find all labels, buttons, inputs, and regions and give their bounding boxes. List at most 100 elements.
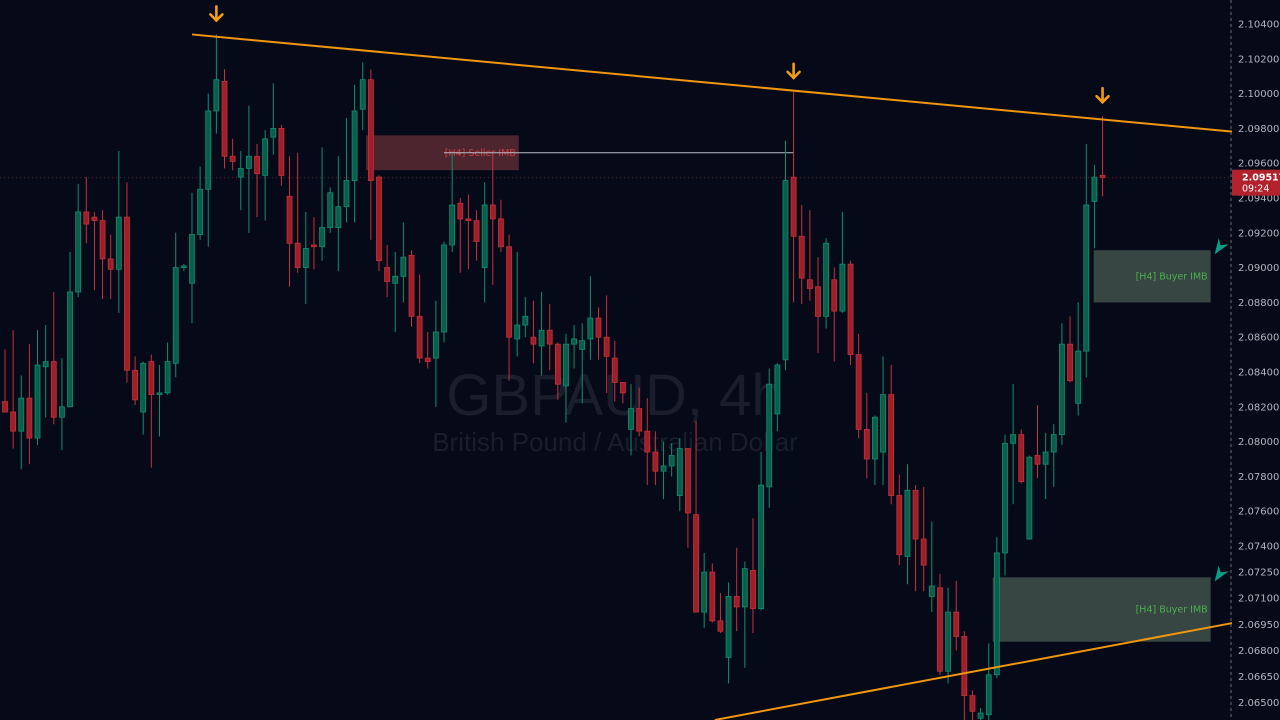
candle-body [758,484,764,610]
trendline[interactable] [714,621,1236,720]
candle-body [652,451,659,472]
candle [1075,302,1082,416]
candle-body [896,495,903,556]
candle-body [278,127,285,176]
candle [449,152,456,252]
candle-body [392,275,399,284]
candle-body [449,204,456,246]
buyer-imb-label: [H4] Buyer IMB [1136,605,1208,616]
buyer-arrow-icon [1214,238,1229,255]
candle [115,151,122,313]
candle [221,69,228,169]
candle-body [855,354,862,430]
trendline[interactable] [191,33,1236,133]
candle-body [611,357,618,383]
candle [432,300,439,407]
candle [1010,384,1017,505]
price-tick-label: 2.08800 [1238,298,1279,309]
candle [148,354,155,468]
candle [262,130,269,221]
candle [343,117,350,223]
candle [668,443,675,477]
candle-body [148,361,155,396]
candle-body [766,383,773,488]
candle-body [823,242,830,317]
price-tick-label: 2.08400 [1238,368,1279,379]
candle [701,552,708,628]
candle [1059,323,1065,446]
candle [83,177,90,244]
candle [229,138,236,171]
trendlines[interactable] [191,33,1236,720]
candle [384,244,391,298]
candle [270,83,277,155]
candle [400,222,407,303]
candle [815,257,821,353]
candle [717,592,724,633]
candle [506,234,512,381]
buyer-arrow-icon [1214,565,1229,582]
candle [904,464,911,585]
candle [676,438,683,512]
candle-body [124,216,130,371]
candle [1091,164,1098,249]
candle [319,147,325,261]
price-tick-label: 2.07100 [1238,594,1279,605]
candle-body [481,204,488,269]
candle [961,631,968,720]
candle [107,234,114,299]
price-tick-label: 2.09600 [1238,159,1279,170]
candle-body [416,315,423,359]
candle-body [619,382,626,394]
candle [611,340,618,402]
price-tick-label: 2.06800 [1238,646,1279,657]
candle-body [530,336,537,345]
candle [302,211,309,305]
buyer-imb-zone[interactable] [1093,250,1211,303]
buyer-imb-zone[interactable] [992,577,1211,642]
candle [1002,434,1008,576]
price-axis[interactable]: 2.10400 2.10200 2.10000 2.09800 2.09600 2.094… [1232,0,1280,720]
candle-body [969,695,976,712]
candle [67,251,73,408]
candle-body [99,220,106,260]
candle-body [197,188,204,235]
candle-body [473,220,480,242]
candle-body [587,317,594,340]
candle-body [563,343,569,387]
candle [538,291,545,376]
candle-body [701,571,708,613]
candle-body [1083,204,1090,352]
candle [660,441,667,500]
candle-body [685,448,691,514]
candle-body [335,206,342,228]
price-tick-label: 2.10000 [1238,89,1279,100]
candle-body [798,235,805,279]
price-tick-label: 2.10200 [1238,54,1279,65]
candle-body [376,176,382,262]
candle-body [985,674,992,716]
candle [652,431,659,486]
candle [156,365,163,437]
candles [2,34,1106,720]
imbalance-zones: [H4] Seller IMB[H4] Buyer IMB[H4] Buyer … [365,135,1229,642]
candle [619,382,626,404]
candle [213,34,220,134]
candle-body [733,596,740,608]
candle [335,156,342,272]
candle [254,144,260,218]
candle-body [164,361,171,394]
candle-body [831,279,838,312]
candle-body [644,430,651,453]
candle [457,198,464,273]
down-arrow-icon [786,62,801,80]
candle [164,342,171,395]
candle-body [782,180,789,361]
candle [376,175,382,272]
candle-body [229,155,236,162]
candle [993,537,1000,679]
candle [774,363,781,432]
candle [790,91,797,303]
candle [59,358,65,451]
